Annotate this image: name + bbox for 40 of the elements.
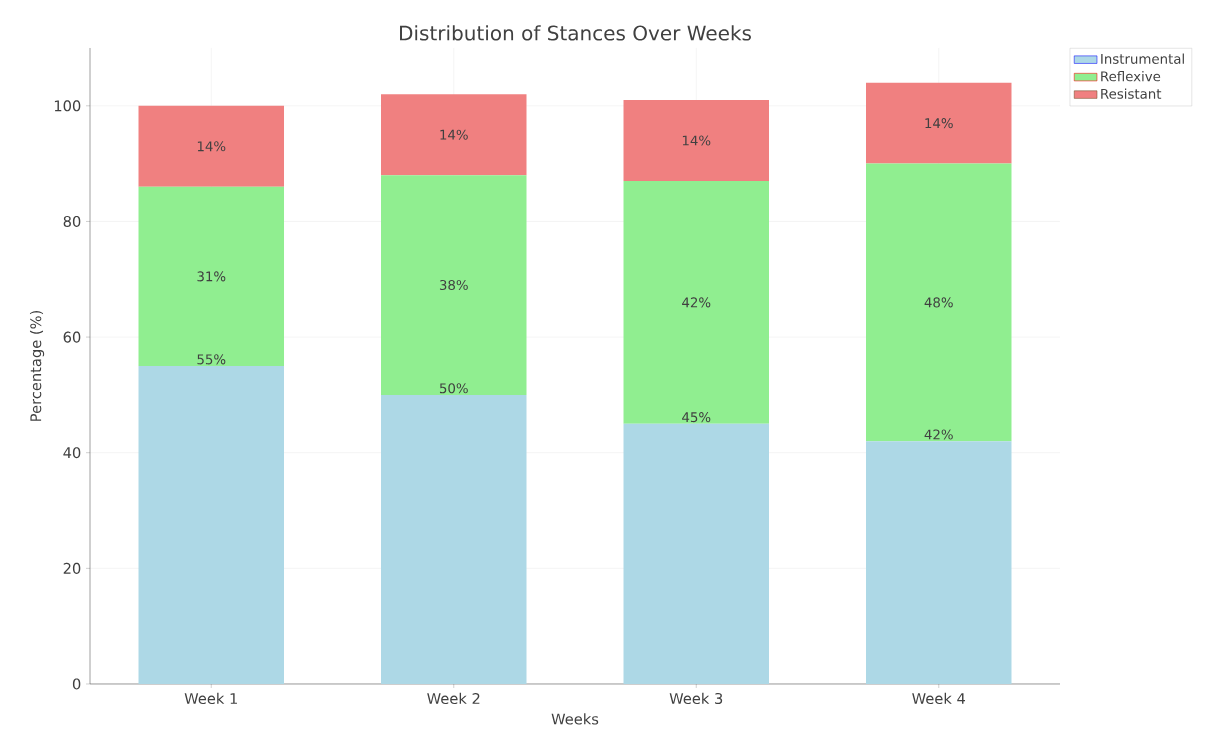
x-tick-label: Week 3 [669, 692, 723, 705]
data-label: 14% [682, 135, 711, 146]
bar [623, 100, 769, 181]
y-tick-label: 40 [63, 447, 81, 459]
y-tick-label: 0 [72, 678, 81, 690]
bar [381, 175, 527, 395]
x-tick-label: Week 4 [912, 692, 966, 705]
bar [381, 94, 527, 176]
legend-label: Reflexive [1101, 71, 1161, 82]
legend-label: Resistant [1101, 88, 1162, 99]
bar [381, 394, 527, 684]
y-axis-title: Percentage (%) [29, 310, 45, 421]
chart-title: Distribution of Stances Over Weeks [400, 25, 751, 41]
data-label: 50% [439, 383, 468, 394]
bar [866, 163, 1012, 442]
data-label: 48% [924, 297, 953, 308]
data-label: 42% [924, 429, 953, 440]
bar [138, 365, 285, 684]
bar [866, 82, 1012, 164]
x-axis-title: Weeks [551, 713, 599, 725]
bar [623, 423, 769, 684]
x-tick-label: Week 2 [427, 692, 480, 705]
bar [866, 441, 1012, 684]
data-label: 55% [197, 354, 226, 365]
data-label: 14% [925, 118, 953, 129]
data-label: 42% [682, 297, 711, 308]
data-label: 14% [197, 141, 226, 152]
data-label: 38% [439, 279, 468, 291]
y-tick-label: 80 [63, 215, 81, 227]
bar [623, 180, 769, 424]
y-tick-label: 100 [54, 100, 81, 112]
bar [138, 186, 285, 366]
x-tick-label: Week 1 [184, 692, 237, 705]
data-label: 45% [682, 412, 711, 423]
y-tick-label: 20 [63, 562, 81, 574]
data-label: 14% [440, 129, 468, 140]
legend-label: Instrumental [1101, 53, 1184, 64]
bar [138, 105, 285, 187]
y-tick-label: 60 [63, 331, 81, 343]
data-label: 31% [197, 271, 226, 282]
